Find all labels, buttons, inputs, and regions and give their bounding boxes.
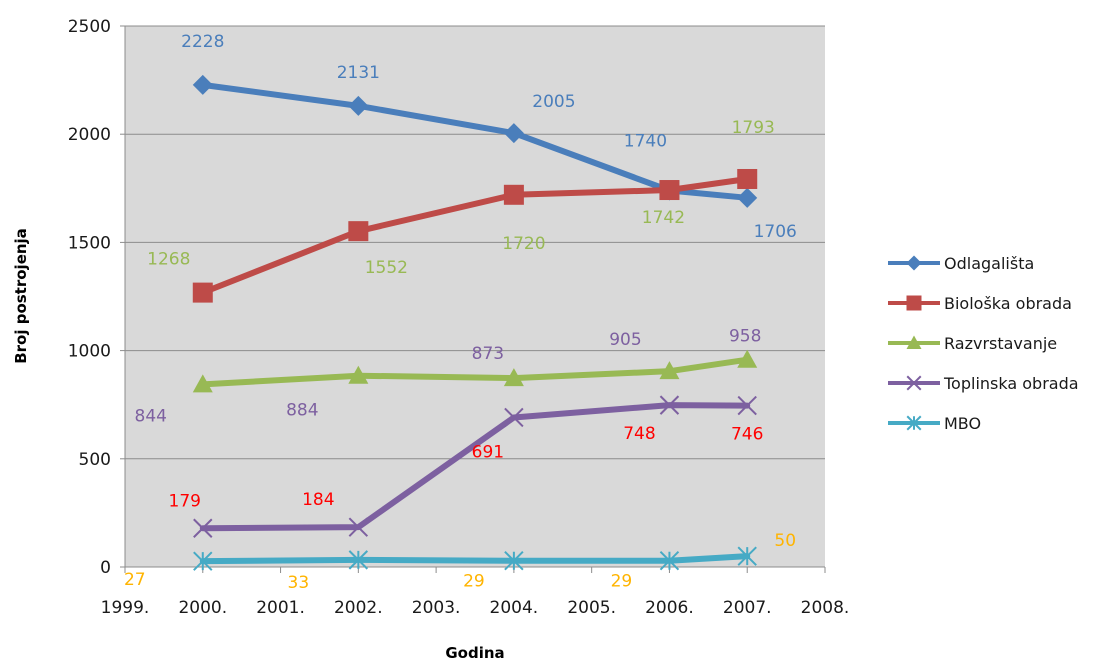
data-point	[192, 74, 213, 95]
x-tick-label: 2002.	[334, 598, 383, 618]
data-label: 1740	[624, 131, 667, 151]
data-label: 29	[611, 572, 633, 592]
data-point	[503, 123, 524, 144]
series-2	[192, 349, 758, 393]
y-tick-label: 1500	[68, 233, 111, 253]
x-tick-label: 1999.	[101, 598, 150, 618]
legend-item: Odlagališta	[888, 254, 1034, 273]
legend: Odlagališta Biološka obrada Razvrstavanje T…	[888, 254, 1079, 433]
data-label: 884	[286, 401, 318, 421]
data-point	[659, 395, 680, 415]
data-label: 873	[472, 344, 504, 364]
data-label: 748	[623, 424, 655, 444]
data-label: 179	[169, 491, 201, 511]
legend-marker	[906, 415, 922, 431]
legend-marker	[906, 295, 922, 311]
data-label: 2131	[337, 63, 380, 83]
data-label: 1552	[365, 258, 408, 278]
data-point	[348, 517, 369, 537]
data-point	[659, 551, 680, 571]
data-label: 184	[302, 490, 334, 510]
data-label: 50	[774, 531, 796, 551]
data-point	[503, 184, 524, 205]
legend-item: Razvrstavanje	[888, 334, 1057, 353]
data-label: 691	[472, 442, 504, 462]
series-1	[192, 168, 758, 303]
data-point	[737, 187, 758, 208]
legend-marker	[906, 375, 922, 391]
data-label: 1793	[732, 118, 775, 138]
y-tick-label: 2000	[68, 125, 111, 145]
data-point	[737, 168, 758, 189]
data-point	[348, 221, 369, 242]
plot-area	[125, 26, 825, 567]
x-tick-label: 2006.	[645, 598, 694, 618]
y-tick-label: 1000	[68, 342, 111, 362]
data-label: 2228	[181, 32, 224, 52]
x-tick-label: 2004.	[490, 598, 539, 618]
data-point	[348, 95, 369, 116]
data-label: 905	[609, 330, 641, 350]
data-label: 958	[729, 327, 761, 347]
data-label: 1706	[754, 222, 797, 242]
data-label: 746	[731, 425, 763, 445]
data-point	[193, 518, 213, 538]
x-tick-label: 2007.	[723, 598, 772, 618]
data-point	[737, 546, 757, 566]
data-label: 1268	[147, 250, 190, 270]
x-tick-label: 2003.	[412, 598, 461, 618]
legend-label: Toplinska obrada	[943, 374, 1079, 393]
legend-item: Toplinska obrada	[888, 374, 1079, 393]
x-tick-label: 2005.	[567, 598, 616, 618]
data-label: 844	[135, 406, 167, 426]
legend-item: Biološka obrada	[888, 294, 1072, 313]
legend-label: Razvrstavanje	[944, 334, 1057, 353]
data-point	[737, 395, 757, 416]
data-point	[348, 550, 369, 570]
data-point	[659, 180, 680, 201]
series-layer	[192, 74, 758, 571]
x-tick-label: 2008.	[801, 598, 850, 618]
legend-marker	[906, 255, 922, 271]
x-tick-label: 2001.	[256, 598, 305, 618]
y-axis-ticks: 0 500 1000 1500 2000 2500	[68, 17, 126, 578]
legend-label: Odlagališta	[944, 254, 1034, 273]
x-axis-ticks: 1999. 2000. 2001. 2002. 2003. 2004. 2005. 2006.…	[101, 566, 850, 618]
data-point	[737, 349, 758, 368]
y-tick-label: 2500	[68, 17, 111, 37]
series-4	[193, 546, 757, 571]
y-tick-label: 0	[100, 558, 111, 578]
data-label: 2005	[532, 92, 575, 112]
data-point	[192, 282, 213, 303]
data-point	[192, 374, 213, 393]
legend-marker	[906, 335, 922, 349]
data-point	[503, 368, 524, 387]
x-axis-title: Godina	[445, 644, 504, 662]
data-label: 29	[463, 572, 485, 592]
data-point	[348, 365, 369, 384]
data-label: 27	[124, 570, 146, 590]
x-tick-label: 2000.	[178, 598, 227, 618]
series-3	[193, 395, 757, 538]
data-point	[504, 407, 524, 428]
data-point	[504, 551, 524, 571]
data-point	[659, 361, 680, 380]
legend-label: MBO	[944, 414, 981, 433]
data-label: 1720	[502, 234, 545, 254]
y-axis-title: Broj postrojenja	[12, 228, 30, 364]
data-label: 1742	[642, 208, 685, 228]
legend-item: MBO	[888, 414, 981, 433]
data-label: 33	[288, 573, 310, 593]
data-point	[193, 551, 213, 571]
legend-label: Biološka obrada	[944, 294, 1072, 313]
y-tick-label: 500	[79, 450, 111, 470]
